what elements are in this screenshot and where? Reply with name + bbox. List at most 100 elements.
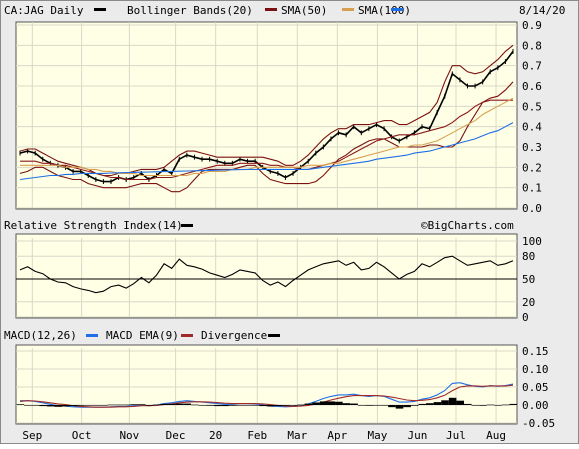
macd-y-tick-label: 0.00 [522,399,549,412]
divergence-bar [206,405,214,406]
divergence-bar [486,404,495,406]
divergence-bar [266,405,275,407]
price-series-line [19,122,514,181]
divergence-bar [39,405,47,407]
divergence-bar [190,404,199,406]
sma50-legend-swatch [342,8,354,11]
divergence-bar [122,404,131,406]
divergence-bar [145,405,154,406]
divergence-bar [160,403,169,405]
macd-label: MACD(12,26) [4,329,77,342]
divergence-bar [418,403,427,405]
price-y-tick-label: 0.7 [522,60,542,73]
macd-series-line [19,384,514,408]
divergence-label: Divergence [201,329,267,342]
divergence-bar [251,405,260,406]
x-tick-label: Jul [446,429,466,442]
price-series-line [20,99,513,181]
price-y-tick-label: 0.4 [522,121,542,134]
rsi-y-tick-label: 80 [522,250,535,263]
divergence-bar [426,403,434,405]
divergence-bar [388,405,396,408]
date-label: 8/14/20 [519,4,565,17]
divergence-bar [69,405,78,407]
divergence-bar [62,405,70,407]
divergence-bar [281,405,290,406]
divergence-bar [403,405,411,408]
rsi-panel [15,233,518,319]
x-tick-label: Oct [72,429,92,442]
divergence-bar [175,403,184,405]
price-legend-swatch [94,8,106,11]
divergence-bar [31,405,40,406]
rsi-y-tick-label: 20 [522,296,535,309]
rsi-series-line [19,255,514,294]
divergence-bar [130,404,138,405]
x-tick-label: May [367,429,387,442]
divergence-bar [16,404,25,405]
price-series-line [19,81,514,193]
rsi-y-tick-label: 0 [522,311,529,324]
macd-y-tick-label: -0.05 [522,417,555,430]
divergence-bar [501,404,510,406]
divergence-bar [228,405,237,406]
divergence-bar [410,405,419,406]
divergence-bar [509,403,518,405]
divergence-bar [115,404,123,406]
x-tick-label: Dec [166,429,186,442]
divergence-bar [448,397,457,405]
price-y-tick-label: 0.9 [522,19,542,32]
divergence-bar [433,402,442,405]
divergence-bar [380,405,389,406]
divergence-bar [304,403,313,405]
price-y-tick-label: 0.5 [522,100,542,113]
symbol-label: CA:JAG Daily [4,4,84,17]
x-tick-label: Aug [486,429,506,442]
divergence-bar [494,405,502,406]
macd-legend-swatch [86,334,98,337]
bollinger-legend-label: Bollinger Bands(20) [127,4,253,17]
sma100-legend-label: SMA(100) [358,4,411,17]
divergence-bar [274,405,282,407]
divergence-bar [289,405,298,406]
divergence-bar [259,405,267,407]
macd-ema-label: MACD EMA(9) [106,329,179,342]
divergence-legend-swatch [268,334,280,337]
divergence-bar [441,400,449,405]
divergence-bar [77,405,85,406]
rsi-legend-swatch [181,224,193,227]
divergence-bar [319,401,328,405]
divergence-bar [365,405,373,406]
rsi-y-tick-label: 50 [522,273,535,286]
divergence-bar [137,404,146,405]
divergence-bar [168,403,176,405]
rsi-label: Relative Strength Index(14) [4,219,183,232]
sma50-legend-label: SMA(50) [281,4,327,17]
divergence-bar [92,405,100,406]
divergence-bar [236,405,245,406]
x-tick-label: Mar [287,429,307,442]
x-tick-label: Nov [119,429,139,442]
divergence-bar [107,404,116,406]
sma100-legend-swatch [391,8,403,11]
divergence-bar [357,405,366,406]
macd-y-tick-label: 0.10 [522,363,549,376]
divergence-bar [198,405,207,406]
divergence-bar [471,405,480,406]
price-panel [15,21,518,210]
price-y-tick-label: 0.1 [522,182,542,195]
divergence-bar [153,404,161,406]
x-tick-label: Jun [408,429,428,442]
divergence-bar [350,403,358,405]
macd-y-tick-label: 0.15 [522,345,549,358]
divergence-bar [46,405,55,407]
divergence-bar [221,405,229,407]
divergence-bar [213,405,222,407]
x-tick-label: 20 [209,429,222,442]
divergence-bar [24,405,32,406]
divergence-bar [327,401,336,405]
macd-panel [15,344,518,425]
price-y-tick-label: 0.2 [522,161,542,174]
divergence-bar [297,404,305,406]
